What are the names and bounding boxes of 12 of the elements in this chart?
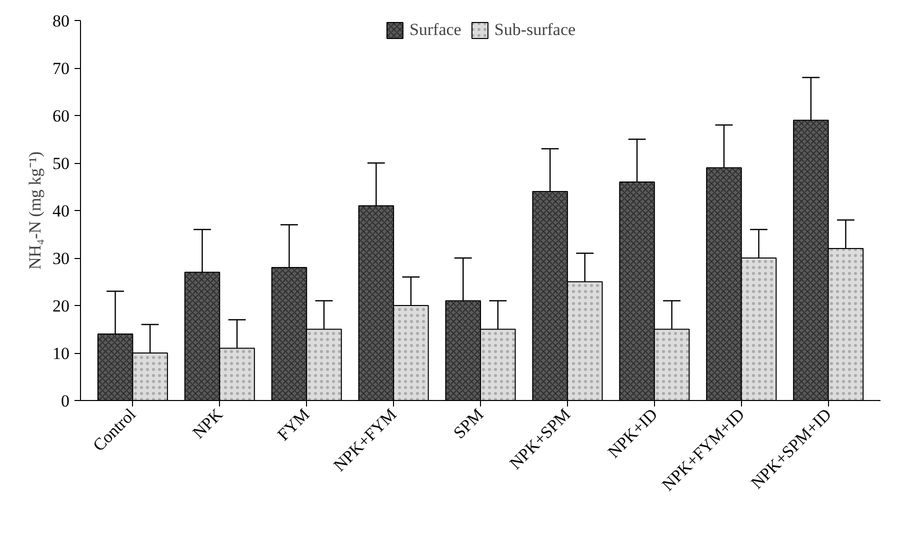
legend-label: Sub-surface: [494, 20, 576, 40]
y-tick-label: 50: [52, 154, 70, 173]
y-tick-label: 80: [52, 12, 70, 30]
y-tick-label: 0: [61, 392, 70, 410]
legend-label: Surface: [409, 20, 462, 40]
y-tick-label: 30: [52, 249, 70, 268]
y-tick-label: 60: [52, 106, 70, 126]
y-tick-label: 10: [52, 344, 70, 363]
y-tick-label: 20: [52, 296, 70, 316]
y-tick-label: 40: [52, 202, 70, 220]
y-axis-title: NH₄-N (mg kg⁻¹): [26, 151, 44, 270]
y-tick-label: 70: [52, 59, 70, 78]
